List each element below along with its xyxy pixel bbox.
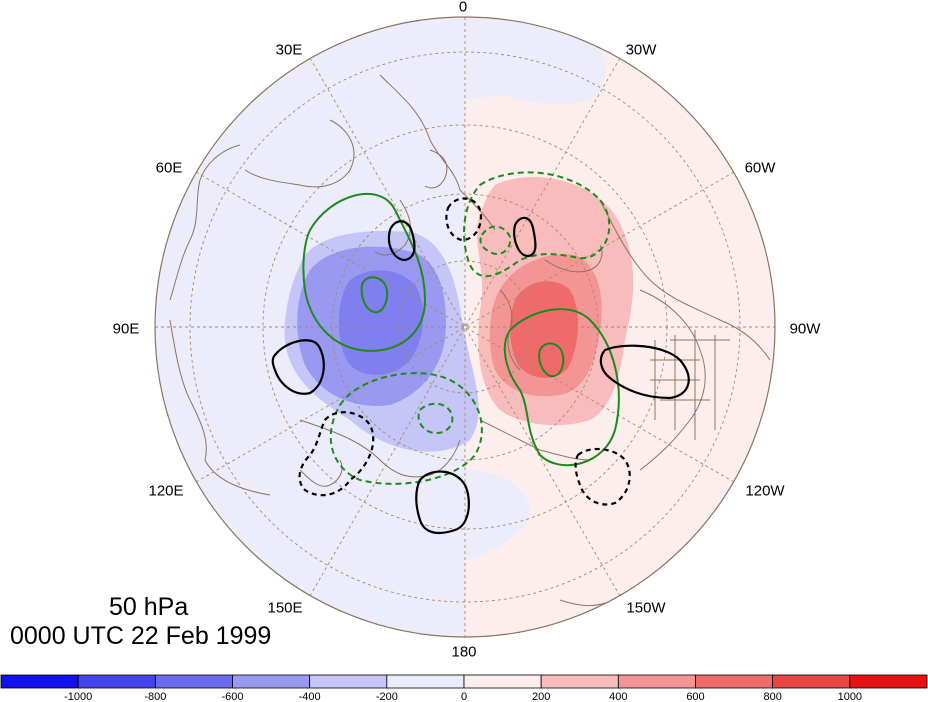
- colorbar-box: [309, 674, 388, 689]
- colorbar-box: [232, 674, 311, 689]
- colorbar-label: 0: [461, 691, 467, 702]
- green-solid-right: [503, 308, 620, 467]
- black-solid-c: [271, 339, 325, 395]
- colorbar-label: 600: [686, 691, 704, 702]
- green-dashed-top: [463, 171, 611, 278]
- colorbar-box: [772, 674, 851, 689]
- lon-label-60w: 60W: [744, 159, 776, 177]
- coastlines: [169, 74, 771, 607]
- lon-label-120w: 120W: [745, 482, 785, 500]
- colorbar-label: 400: [609, 691, 627, 702]
- lon-label-90w: 90W: [789, 320, 821, 338]
- time-title: 0000 UTC 22 Feb 1999: [10, 622, 272, 650]
- green-contours: [302, 171, 620, 485]
- lon-label-180: 180: [451, 643, 477, 661]
- lon-label-30w: 30W: [625, 41, 657, 59]
- colorbar-label: -1000: [64, 691, 92, 702]
- polar-map: [154, 16, 776, 638]
- colorbar-box: [0, 674, 79, 689]
- neg-lobe-bottom: [465, 470, 530, 560]
- neg-anomaly-600: [338, 270, 424, 376]
- black-dashed-a: [445, 197, 483, 242]
- colorbar-box: [77, 674, 156, 689]
- black-contours: [271, 197, 690, 535]
- black-solid-a: [387, 220, 416, 262]
- colorbar-label: -600: [221, 691, 243, 702]
- colorbar: -1000 -800 -600 -400 -200 0 200 400 600 800 1000: [0, 674, 928, 702]
- level-title: 50 hPa: [109, 593, 189, 621]
- green-dashed-bottom-inner: [417, 402, 454, 434]
- black-dashed-c: [574, 447, 631, 506]
- black-solid-e: [415, 470, 470, 535]
- colorbar-box: [540, 674, 619, 689]
- map-boundary: [154, 16, 776, 638]
- lon-label-150e: 150E: [267, 599, 303, 617]
- colorbar-label: -400: [299, 691, 321, 702]
- black-solid-d: [599, 344, 690, 400]
- colorbar-box: [154, 674, 233, 689]
- colorbar-box: [617, 674, 696, 689]
- black-solid-b: [513, 216, 537, 258]
- colorbar-label: -800: [144, 691, 166, 702]
- lon-label-30e: 30E: [275, 41, 303, 59]
- green-solid-left-inner: [360, 276, 389, 314]
- green-dashed-top-inner: [479, 225, 512, 256]
- graticule: [155, 17, 775, 637]
- colorbar-box: [849, 674, 928, 689]
- lon-label-60e: 60E: [155, 159, 183, 177]
- colorbar-box: [695, 674, 774, 689]
- green-dashed-bottom: [329, 372, 483, 485]
- neg-lobe-top: [465, 17, 606, 105]
- colorbar-label: 200: [532, 691, 550, 702]
- lon-label-150w: 150W: [626, 599, 666, 617]
- colorbar-label: 800: [763, 691, 781, 702]
- colorbar-label: 1000: [838, 691, 862, 702]
- lon-label-0: 0: [458, 0, 468, 16]
- colorbar-label: -200: [376, 691, 398, 702]
- colorbar-box: [386, 674, 465, 689]
- black-dashed-b: [298, 411, 375, 497]
- lon-label-90e: 90E: [112, 320, 140, 338]
- colorbar-box: [463, 674, 542, 689]
- lon-label-120e: 120E: [148, 482, 184, 500]
- green-solid-right-inner: [538, 342, 565, 378]
- green-solid-left: [302, 193, 427, 352]
